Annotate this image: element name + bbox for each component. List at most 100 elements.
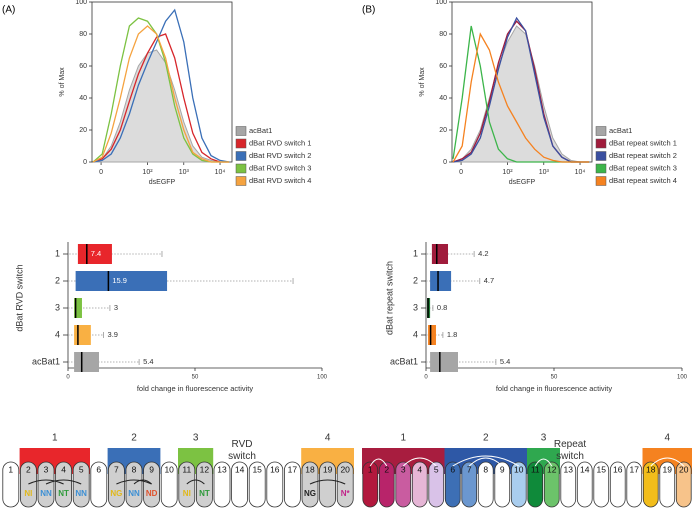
switch-arrow [186,479,205,485]
switch-label-part: Repeat [554,439,586,450]
series-line [452,25,590,163]
repeat-label: 16 [270,464,280,474]
median-label: 1.8 [447,330,457,339]
repeat [160,461,178,508]
repeat [576,461,593,508]
y-tick-label: 20 [79,127,87,134]
box [75,271,168,291]
repeat-label: 6 [96,464,101,474]
repeat [108,461,125,508]
repeat-label: 10 [514,464,524,474]
repeat [659,461,676,508]
x-tick-label: 0 [424,375,428,381]
repeat-label: 2 [384,464,389,474]
series-line [92,17,230,163]
repeat [125,461,143,508]
repeat [55,461,72,508]
y-tick-label: 60 [439,63,447,70]
legend-swatch [595,176,607,186]
x-tick-label: 10³ [539,169,550,176]
y-tick-label: 100 [435,0,447,6]
repeat-label: 7 [114,464,119,474]
repeat [90,461,108,508]
x-axis-label: fold change in fluorescence activity [137,384,254,393]
repeat-label: 14 [580,464,590,474]
y-tick-label: acBat1 [32,356,60,366]
repeat-label: 13 [564,464,574,474]
repeat-label: 6 [450,464,455,474]
repeat-label: 5 [79,464,84,474]
repeat [19,461,37,508]
series-line [92,49,230,163]
switch-arrow [45,479,82,485]
series-line [92,8,230,163]
x-tick-label: 0 [99,169,103,176]
repeat-label: 14 [235,464,245,474]
repeat-label: 3 [44,464,49,474]
repeat [411,461,428,508]
repeat [428,461,445,508]
box [74,298,82,318]
repeat-label: 12 [200,464,210,474]
y-tick-label: 0 [83,159,87,166]
series-line [92,25,230,163]
switch-label: RVD switch [228,439,256,462]
panel-label: (A) [2,5,15,16]
legend-label: dBat RVD switch 4 [249,176,311,185]
legend-swatch [235,163,247,174]
repeat-label: 4 [417,464,422,474]
repeat-label: 16 [613,464,623,474]
group-label: 2 [131,433,137,444]
y-tick-label: 40 [439,95,447,102]
x-tick-label: 100 [677,375,688,381]
repeat [378,461,395,508]
repeat-label: 8 [132,464,137,474]
box [431,244,449,264]
repeat-label: 12 [547,464,557,474]
switch-arrow [452,455,520,467]
legend-label: dBat repeat switch 1 [609,138,677,147]
switch-arrow [116,479,152,485]
switch-arrow [650,457,685,467]
repeat [527,461,544,508]
group-label: 1 [52,433,58,444]
repeat-label: 17 [288,464,298,474]
repeat [642,461,659,508]
rvd-label: NG [304,489,316,498]
repeat [231,461,249,508]
box [74,352,99,372]
repeat [301,461,319,508]
y-tick-label: 2 [55,275,60,285]
group-label: 1 [400,433,406,444]
repeat [609,461,626,508]
x-tick-label: 100 [317,375,328,381]
repeat [213,461,231,508]
legend-label: dBat RVD switch 1 [249,138,311,147]
y-tick-label: 1 [413,248,418,258]
group-label: 3 [193,433,199,444]
repeat [319,461,337,508]
x-tick-label: 10³ [179,169,190,176]
rvd-label: NN [40,489,52,498]
rvd-label: N* [341,489,351,498]
repeat [675,461,692,508]
y-axis-label: dBat RVD switch [14,264,24,331]
switch-arrow [369,458,388,467]
series-line [452,32,590,163]
box [430,352,458,372]
repeat [266,461,284,508]
rvd-label: ND [146,489,158,498]
repeat [72,461,90,508]
panel-label: (B) [362,5,375,16]
legend-swatch [235,151,247,161]
y-tick-label: 4 [413,329,418,339]
x-tick-label: 50 [551,375,558,381]
repeat [461,461,478,508]
rvd-label: NT [58,489,69,498]
legend-swatch [595,126,607,136]
x-tick-label: 10² [502,169,513,176]
repeat [510,461,527,508]
repeat [336,461,354,508]
x-tick-label: 10⁴ [575,169,586,176]
legend-label: dBat RVD switch 2 [249,151,311,160]
